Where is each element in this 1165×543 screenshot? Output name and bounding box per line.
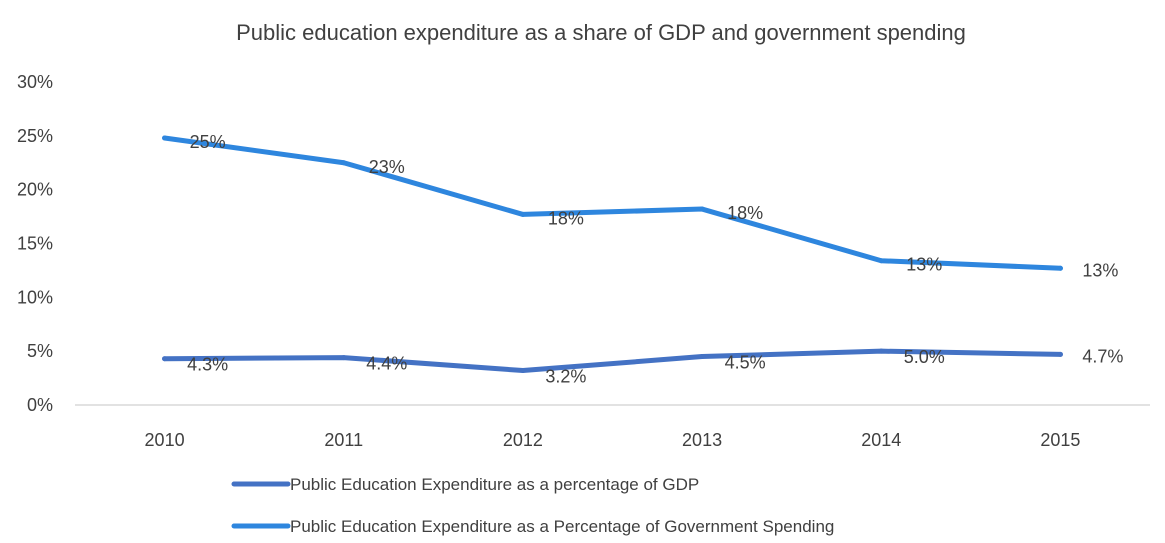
x-tick-label: 2014 (861, 430, 901, 450)
x-tick-label: 2012 (503, 430, 543, 450)
data-label: 4.3% (187, 355, 228, 375)
data-point (162, 356, 168, 362)
y-tick-label: 25% (17, 126, 53, 146)
data-label: 4.5% (725, 353, 766, 373)
x-axis: 2010 2011 2012 2013 2014 2015 (145, 430, 1081, 450)
data-label: 13% (1082, 260, 1118, 280)
y-axis: 0% 5% 10% 15% 20% 25% 30% (17, 72, 53, 415)
y-tick-label: 20% (17, 180, 53, 200)
y-tick-label: 0% (27, 395, 53, 415)
data-label: 13% (906, 255, 942, 275)
data-point (699, 354, 705, 360)
data-label: 18% (727, 203, 763, 223)
y-tick-label: 15% (17, 234, 53, 254)
x-tick-label: 2015 (1040, 430, 1080, 450)
data-label: 5.0% (904, 347, 945, 367)
legend-label-0: Public Education Expenditure as a percen… (290, 475, 699, 494)
data-label: 4.7% (1082, 346, 1123, 366)
data-point (162, 135, 168, 141)
data-point (699, 206, 705, 212)
data-labels: 4.3% 4.4% 3.2% 4.5% 5.0% 4.7% 25% 23% 18% 18% 13% 1… (187, 132, 1123, 387)
data-label: 23% (369, 157, 405, 177)
series-lines (162, 135, 1063, 374)
data-label: 4.4% (366, 354, 407, 374)
legend: Public Education Expenditure as a percen… (231, 475, 834, 536)
series-line-0 (162, 348, 1063, 374)
x-tick-label: 2011 (324, 430, 363, 450)
chart-title: Public education expenditure as a share … (236, 20, 966, 45)
x-tick-label: 2010 (145, 430, 185, 450)
series-line-1 (162, 135, 1063, 271)
y-tick-label: 5% (27, 341, 53, 361)
y-tick-label: 30% (17, 72, 53, 92)
data-point (878, 348, 884, 354)
y-tick-label: 10% (17, 287, 53, 307)
data-point (878, 258, 884, 264)
legend-label-1: Public Education Expenditure as a Percen… (290, 517, 834, 536)
data-point (1057, 351, 1063, 357)
data-point (341, 355, 347, 361)
data-point (1057, 265, 1063, 271)
data-point (520, 368, 526, 374)
data-label: 3.2% (545, 367, 586, 387)
data-label: 18% (548, 208, 584, 228)
data-point (520, 211, 526, 217)
data-label: 25% (190, 132, 226, 152)
x-tick-label: 2013 (682, 430, 722, 450)
data-point (341, 160, 347, 166)
